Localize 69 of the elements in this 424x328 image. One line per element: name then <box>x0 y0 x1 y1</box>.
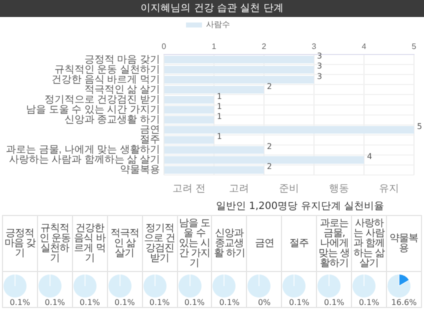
bar <box>164 116 214 124</box>
y-tick-label: 금연 <box>140 124 160 136</box>
y-tick-label: 남을 도울 수 있는 시간 가지기 <box>26 104 160 116</box>
category-label: 사랑하는 사람과 함께하는 삶 살기 <box>352 216 386 272</box>
category-label: 절주 <box>282 216 317 272</box>
y-tick-label: 사랑하는 사람과 함께하는 삶 살기 <box>8 154 160 166</box>
data-label: 0.1% <box>288 298 310 307</box>
x-tick-label: 2 <box>262 42 267 52</box>
data-label: 0.1% <box>8 298 32 307</box>
data-label: 16.6% <box>390 298 418 307</box>
data-label: 0.1% <box>44 298 66 307</box>
text: 준비 <box>278 184 299 195</box>
text: 행동 <box>328 184 349 195</box>
data-label: 1 <box>216 92 222 101</box>
category-label: 신앙과 종교생활 하기 <box>212 216 247 272</box>
data-label: 3 <box>316 62 322 71</box>
data-label: 0.1% <box>322 298 346 307</box>
data-label: 2 <box>266 142 272 151</box>
data-label: 0.1% <box>114 298 136 307</box>
legend-label: 사람수 <box>206 20 230 30</box>
bar <box>164 86 264 94</box>
text: 고려 전 <box>172 184 206 195</box>
y-tick-label: 절주 <box>140 134 160 146</box>
x-tick-label: 1 <box>212 42 217 52</box>
y-tick-label: 약물복용 <box>120 164 160 176</box>
y-tick-label: 적극적인 삶 살기 <box>84 84 160 96</box>
bar <box>164 66 314 74</box>
bar <box>164 126 414 134</box>
y-tick-label: 규칙적인 운동 실천하기 <box>54 64 160 76</box>
category-label: 남을 도울 수 있는 시간 가지기 <box>177 216 212 272</box>
text: 일반인 1,200명당 유지단계 실천비율 <box>214 200 385 214</box>
category-label: 과로는 금물, 나에게 맞는 생활하기 <box>316 216 352 272</box>
chart-title: 이지혜님의 건강 습관 실천 단계 <box>0 0 424 17</box>
x-tick-label: 4 <box>362 42 367 52</box>
bar <box>164 56 314 64</box>
data-label: 4 <box>366 152 372 162</box>
y-tick-label: 정기적으로 건강검진 받기 <box>44 94 160 106</box>
data-label: 3 <box>316 52 322 61</box>
bar <box>164 136 214 144</box>
data-label: 0% <box>256 298 272 307</box>
data-label: 3 <box>316 72 322 81</box>
data-label: 0.1% <box>78 298 101 307</box>
y-tick-label: 건강한 음식 바르게 먹기 <box>52 74 160 86</box>
y-tick-label: 신앙과 종교생활 하기 <box>64 114 160 126</box>
data-label: 2 <box>266 82 272 91</box>
y-tick-label: 긍정적 마음 갖기 <box>84 54 160 66</box>
bar <box>164 146 264 154</box>
bar <box>164 76 314 84</box>
x-tick-label: 0 <box>162 42 167 52</box>
data-label: 5 <box>417 122 422 131</box>
x-tick-label: 3 <box>312 42 317 52</box>
bar <box>164 106 214 114</box>
data-label: 0.1% <box>218 298 241 307</box>
data-label: 1 <box>216 112 222 121</box>
data-label: 0.1% <box>183 298 206 307</box>
category-label: 약물복용 <box>386 216 422 272</box>
x-tick-label: 5 <box>412 42 417 52</box>
category-label: 금연 <box>246 216 282 272</box>
data-label: 1 <box>216 102 222 111</box>
bar <box>164 166 264 174</box>
y-tick-label: 과로는 금물, 나에게 맞는 생활하기 <box>6 144 160 156</box>
bar <box>164 96 214 104</box>
text: 유지 <box>378 184 399 195</box>
bar <box>164 156 364 164</box>
text: 고려 <box>228 184 249 195</box>
data-label: 0.1% <box>148 298 171 307</box>
data-label: 2 <box>266 162 272 172</box>
data-label: 0.1% <box>358 298 380 307</box>
data-label: 1 <box>216 132 222 141</box>
